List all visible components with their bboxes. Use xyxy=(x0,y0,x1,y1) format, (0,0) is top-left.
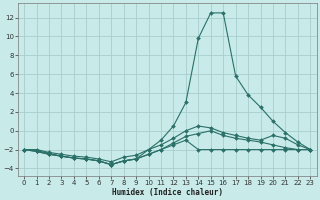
X-axis label: Humidex (Indice chaleur): Humidex (Indice chaleur) xyxy=(112,188,223,197)
